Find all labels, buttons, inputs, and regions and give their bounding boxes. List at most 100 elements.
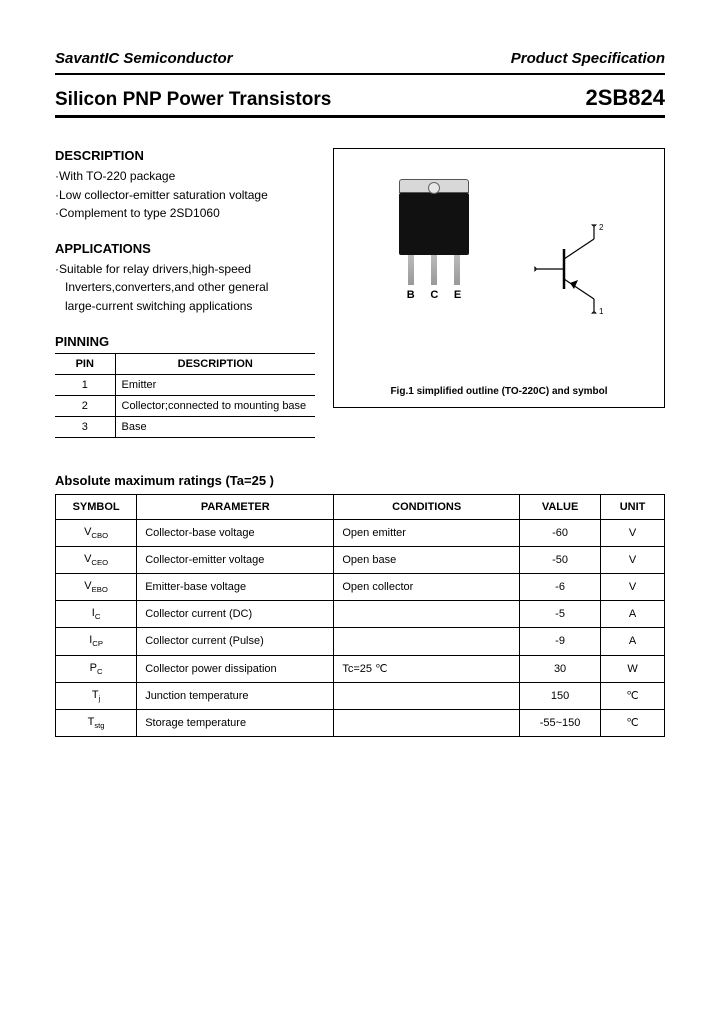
- ratings-table: SYMBOL PARAMETER CONDITIONS VALUE UNIT V…: [55, 494, 665, 738]
- pin-label: B: [407, 289, 415, 301]
- rating-param: Junction temperature: [137, 682, 334, 709]
- rating-symbol: VEBO: [56, 573, 137, 600]
- rating-symbol: Tstg: [56, 709, 137, 736]
- table-row: 2Collector;connected to mounting base: [55, 395, 315, 416]
- rating-unit: A: [601, 628, 665, 655]
- figure-box: B C E 3 2 1 Fig.1 simplified o: [333, 148, 665, 408]
- package-pin-labels: B C E: [399, 289, 469, 301]
- rating-value: -6: [519, 573, 600, 600]
- pin-num: 2: [55, 395, 115, 416]
- pin-col-header: PIN: [55, 353, 115, 374]
- pin-header-row: PIN DESCRIPTION: [55, 353, 315, 374]
- pinning-heading: PINNING: [55, 334, 315, 349]
- rating-param: Collector power dissipation: [137, 655, 334, 682]
- lead: [431, 255, 437, 285]
- pin-desc: Base: [115, 416, 315, 437]
- title-row: Silicon PNP Power Transistors 2SB824: [55, 85, 665, 111]
- package-tab: [399, 179, 469, 193]
- lead: [408, 255, 414, 285]
- rating-param: Collector-emitter voltage: [137, 546, 334, 573]
- app-line: ·Suitable for relay drivers,high-speed: [55, 260, 315, 279]
- rating-symbol: VCBO: [56, 519, 137, 546]
- table-row: 3Base: [55, 416, 315, 437]
- rating-unit: V: [601, 519, 665, 546]
- applications-heading: APPLICATIONS: [55, 241, 315, 256]
- desc-line: ·With TO-220 package: [55, 167, 315, 186]
- rating-value: -5: [519, 601, 600, 628]
- rating-value: 30: [519, 655, 600, 682]
- rating-value: -9: [519, 628, 600, 655]
- pin-desc: Emitter: [115, 374, 315, 395]
- rating-symbol: IC: [56, 601, 137, 628]
- pin-num: 1: [55, 374, 115, 395]
- right-column: B C E 3 2 1 Fig.1 simplified o: [333, 148, 665, 438]
- table-row: VEBOEmitter-base voltageOpen collector-6…: [56, 573, 665, 600]
- transistor-symbol: 3 2 1: [534, 224, 624, 314]
- rating-param: Storage temperature: [137, 709, 334, 736]
- pin-label: C: [430, 289, 438, 301]
- ratings-col-header: VALUE: [519, 494, 600, 519]
- rating-cond: Tc=25 ℃: [334, 655, 520, 682]
- part-number: 2SB824: [585, 85, 665, 111]
- rating-unit: ℃: [601, 709, 665, 736]
- company-name: SavantIC Semiconductor: [55, 50, 233, 67]
- rating-cond: [334, 628, 520, 655]
- package-body: [399, 193, 469, 255]
- header-row: SavantIC Semiconductor Product Specifica…: [55, 50, 665, 67]
- package-leads: [399, 255, 469, 285]
- description-heading: DESCRIPTION: [55, 148, 315, 163]
- rating-unit: V: [601, 546, 665, 573]
- rating-symbol: VCEO: [56, 546, 137, 573]
- product-family: Silicon PNP Power Transistors: [55, 89, 331, 111]
- package-outline: B C E: [399, 179, 469, 301]
- svg-text:2: 2: [599, 224, 604, 232]
- ratings-header-row: SYMBOL PARAMETER CONDITIONS VALUE UNIT: [56, 494, 665, 519]
- pin-label: E: [454, 289, 461, 301]
- rating-symbol: PC: [56, 655, 137, 682]
- table-row: ICPCollector current (Pulse)-9A: [56, 628, 665, 655]
- table-row: TjJunction temperature150℃: [56, 682, 665, 709]
- rating-value: -55~150: [519, 709, 600, 736]
- left-column: DESCRIPTION ·With TO-220 package ·Low co…: [55, 148, 315, 438]
- rating-unit: V: [601, 573, 665, 600]
- desc-line: ·Low collector-emitter saturation voltag…: [55, 186, 315, 205]
- figure-caption: Fig.1 simplified outline (TO-220C) and s…: [334, 386, 664, 397]
- rating-cond: [334, 682, 520, 709]
- doc-type: Product Specification: [511, 50, 665, 67]
- pinning-table: PIN DESCRIPTION 1Emitter2Collector;conne…: [55, 353, 315, 438]
- rating-unit: W: [601, 655, 665, 682]
- rating-cond: [334, 601, 520, 628]
- rating-unit: A: [601, 601, 665, 628]
- rating-value: -60: [519, 519, 600, 546]
- pin-num: 3: [55, 416, 115, 437]
- description-list: ·With TO-220 package ·Low collector-emit…: [55, 167, 315, 223]
- svg-text:1: 1: [599, 307, 604, 314]
- table-row: PCCollector power dissipationTc=25 ℃30W: [56, 655, 665, 682]
- pin-desc: Collector;connected to mounting base: [115, 395, 315, 416]
- rating-cond: Open collector: [334, 573, 520, 600]
- table-row: 1Emitter: [55, 374, 315, 395]
- table-row: TstgStorage temperature -55~150℃: [56, 709, 665, 736]
- desc-line: ·Complement to type 2SD1060: [55, 204, 315, 223]
- ratings-title: Absolute maximum ratings (Ta=25 ): [55, 473, 665, 488]
- applications-list: ·Suitable for relay drivers,high-speed I…: [55, 260, 315, 316]
- rating-cond: Open base: [334, 546, 520, 573]
- table-row: VCBOCollector-base voltageOpen emitter-6…: [56, 519, 665, 546]
- ratings-col-header: PARAMETER: [137, 494, 334, 519]
- rating-cond: Open emitter: [334, 519, 520, 546]
- rating-param: Collector-base voltage: [137, 519, 334, 546]
- rating-cond: [334, 709, 520, 736]
- table-row: VCEOCollector-emitter voltageOpen base-5…: [56, 546, 665, 573]
- app-line: Inverters,converters,and other general: [55, 278, 315, 297]
- rating-unit: ℃: [601, 682, 665, 709]
- table-row: ICCollector current (DC)-5A: [56, 601, 665, 628]
- lead: [454, 255, 460, 285]
- rating-value: -50: [519, 546, 600, 573]
- rating-symbol: ICP: [56, 628, 137, 655]
- app-line: large-current switching applications: [55, 297, 315, 316]
- rating-value: 150: [519, 682, 600, 709]
- title-underline: [55, 115, 665, 118]
- pin-col-header: DESCRIPTION: [115, 353, 315, 374]
- ratings-col-header: CONDITIONS: [334, 494, 520, 519]
- upper-layout: DESCRIPTION ·With TO-220 package ·Low co…: [55, 148, 665, 438]
